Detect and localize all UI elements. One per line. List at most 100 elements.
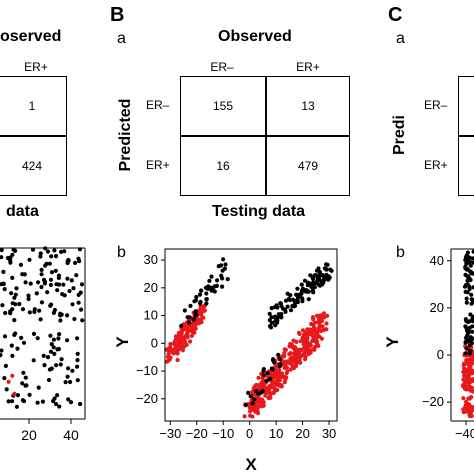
er-pos-point (464, 358, 469, 363)
er-neg-point (10, 353, 15, 358)
er-neg-point (65, 374, 70, 379)
er-neg-point (311, 280, 316, 285)
er-pos-point (305, 334, 310, 339)
er-neg-point (219, 263, 224, 268)
panel-a-caption: data (6, 203, 39, 220)
er-pos-point (293, 349, 298, 354)
er-neg-point (265, 371, 270, 376)
er-neg-point (191, 317, 196, 322)
er-neg-point (69, 278, 74, 283)
er-neg-point (246, 390, 251, 395)
er-neg-point (3, 363, 8, 368)
er-pos-point (308, 342, 313, 347)
er-neg-point (267, 311, 272, 316)
er-neg-point (322, 266, 327, 271)
er-pos-point (284, 359, 289, 364)
er-neg-point (187, 320, 192, 325)
er-neg-point (70, 302, 75, 307)
er-pos-point (173, 334, 179, 339)
er-neg-point (299, 282, 304, 287)
er-neg-point (260, 389, 265, 394)
panel-c-confusion-matrix (458, 76, 474, 196)
er-neg-point (79, 307, 84, 312)
er-neg-point (466, 260, 471, 265)
er-neg-point (45, 355, 51, 360)
er-neg-point (58, 318, 63, 323)
er-neg-point (252, 397, 257, 402)
er-pos-point (175, 357, 180, 363)
er-pos-point (308, 332, 313, 337)
er-neg-point (203, 285, 208, 290)
er-pos-point (470, 371, 474, 376)
er-neg-point (269, 320, 274, 325)
er-neg-point (1, 269, 6, 274)
er-neg-point (309, 283, 315, 288)
er-neg-point (0, 348, 4, 353)
er-neg-point (45, 249, 51, 254)
er-pos-point (463, 368, 468, 373)
er-pos-point (6, 379, 11, 384)
er-pos-point (275, 387, 280, 393)
er-neg-point (268, 376, 273, 381)
er-pos-point (313, 329, 318, 334)
er-neg-point (4, 387, 9, 392)
er-pos-point (461, 377, 466, 382)
panel-b-xtick-label: −30 (159, 426, 181, 441)
er-neg-point (1, 281, 6, 287)
panel-b-ytick-label: −10 (136, 363, 158, 378)
panel-c-matrix-divider (459, 135, 474, 137)
er-neg-point (199, 288, 204, 293)
er-pos-point (182, 327, 187, 332)
er-pos-point (310, 347, 315, 352)
er-pos-point (316, 320, 321, 325)
er-neg-point (471, 298, 474, 303)
er-neg-point (329, 268, 334, 273)
er-neg-point (27, 257, 32, 262)
er-neg-point (34, 291, 39, 296)
er-neg-point (470, 324, 474, 329)
er-neg-point (248, 394, 253, 399)
er-neg-point (464, 346, 469, 351)
er-pos-point (180, 348, 185, 353)
er-pos-point (317, 334, 322, 339)
er-pos-point (280, 374, 285, 379)
er-pos-point (461, 410, 466, 415)
er-pos-point (288, 341, 293, 346)
er-neg-point (20, 398, 25, 403)
er-pos-point (290, 366, 295, 371)
panel-c-row-header-neg: ER– (424, 98, 448, 112)
er-neg-point (3, 310, 8, 316)
er-pos-point (252, 384, 257, 389)
er-neg-point (2, 376, 7, 381)
er-neg-point (469, 292, 474, 297)
er-neg-point (219, 273, 224, 278)
panel-c-ylabel: Y (383, 336, 402, 348)
er-pos-point (466, 362, 471, 367)
er-pos-point (242, 414, 247, 419)
er-neg-point (273, 323, 278, 328)
er-neg-point (463, 272, 468, 277)
er-pos-point (293, 345, 298, 350)
er-pos-point (322, 315, 327, 320)
er-pos-point (177, 342, 182, 347)
er-neg-point (75, 378, 80, 383)
er-pos-point (198, 311, 203, 316)
er-pos-point (256, 375, 261, 380)
panel-a-cell-bottom: 424 (21, 159, 43, 173)
er-pos-point (308, 350, 313, 355)
er-pos-point (168, 341, 173, 347)
er-neg-point (324, 262, 329, 267)
panel-b-caption: Testing data (212, 203, 306, 220)
panel-b-xtick-label: 10 (269, 426, 283, 441)
er-neg-point (0, 353, 3, 358)
er-neg-point (59, 249, 64, 254)
er-pos-point (266, 388, 271, 393)
er-neg-point (12, 318, 17, 323)
panel-b-cell-fn: 16 (216, 159, 230, 173)
panel-b-ytick-label: 10 (144, 308, 158, 323)
er-pos-point (268, 393, 273, 398)
er-neg-point (464, 300, 469, 305)
er-neg-point (52, 248, 57, 253)
er-neg-point (305, 289, 310, 294)
er-neg-point (288, 293, 293, 298)
